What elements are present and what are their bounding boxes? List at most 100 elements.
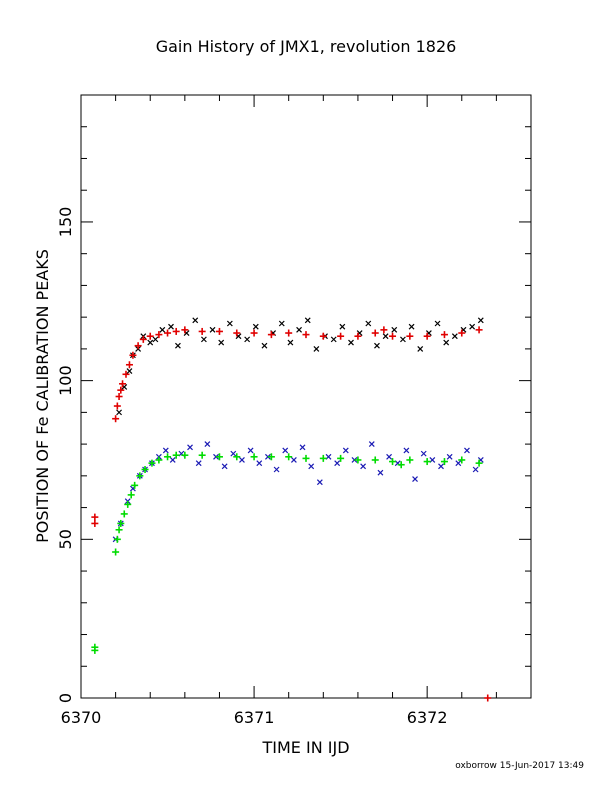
data-point [477,317,484,324]
axis-ticks [80,94,532,699]
marker-stroke [192,317,199,324]
marker-stroke [377,469,384,476]
marker-stroke [226,320,233,327]
data-point [304,317,311,324]
data-point [440,458,448,466]
marker-stroke [446,453,453,460]
data-point [267,453,275,461]
marker-stroke [174,342,181,349]
data-point [475,326,483,334]
data-point [458,456,466,464]
marker-stroke [121,384,128,390]
data-point [112,548,120,556]
marker-stroke [360,463,367,470]
data-point [136,472,144,480]
marker-stroke [183,330,190,336]
data-point [204,441,211,448]
data-point [423,458,431,466]
marker-stroke [252,323,259,330]
marker-stroke [316,479,323,486]
chart-title: Gain History of JMX1, revolution 1826 [156,37,457,56]
marker-stroke [374,342,380,349]
footer-credit: oxborrow 15-Jun-2017 13:49 [455,761,584,771]
marker-stroke [368,441,375,448]
marker-stroke [282,447,289,454]
data-point [339,323,346,330]
data-point [129,351,137,359]
data-point [247,447,254,454]
data-point [371,456,379,464]
data-point [302,454,310,462]
marker-stroke [313,345,320,352]
data-point [218,339,225,346]
marker-stroke [147,339,154,346]
data-point [377,469,384,476]
marker-stroke [244,336,251,343]
marker-stroke [304,317,311,324]
marker-stroke [469,323,476,330]
marker-stroke [382,333,389,340]
marker-stroke [365,320,372,327]
data-point [290,457,297,463]
data-point [116,409,123,416]
data-point [261,342,268,349]
data-point [417,345,424,352]
marker-stroke [417,345,424,352]
data-point [226,320,233,327]
data-point [215,453,223,461]
data-point [451,333,458,340]
data-point [423,332,431,340]
marker-stroke [420,450,427,457]
data-point [141,465,149,473]
marker-stroke [126,368,133,375]
data-point [313,345,320,352]
data-point [91,519,99,527]
marker-stroke [278,320,285,327]
data-point [273,466,280,473]
x-axis-label: TIME IN IJD [261,738,349,757]
data-point [221,463,228,470]
plot-frame [80,94,532,699]
data-point [308,463,315,470]
marker-stroke [256,460,263,467]
data-point [200,336,207,343]
data-point [365,320,372,327]
data-point [455,460,462,467]
data-point [131,481,139,489]
data-point [285,329,293,337]
data-point [406,332,414,340]
y-tick-label: 50 [56,529,75,549]
marker-stroke [394,460,401,467]
data-point [342,447,349,454]
data-point [126,368,133,375]
data-point [319,332,327,340]
data-point [475,459,483,467]
data-point [267,331,275,339]
marker-stroke [412,476,418,482]
marker-stroke [261,342,268,349]
data-point [169,457,176,463]
axis-tick-labels: 6370 6371 6372 0 50 100 150 [56,207,448,727]
data-point [181,451,189,459]
marker-stroke [386,453,393,460]
data-point [250,453,258,461]
marker-stroke [348,339,354,346]
data-point [233,329,241,337]
data-point [112,415,120,423]
data-point [374,342,380,349]
data-point [469,323,476,330]
y-axis-label: POSITION OF Fe CALIBRATION PEAKS [33,249,52,543]
data-point [115,393,123,400]
data-point [406,456,414,464]
data-point [195,460,202,467]
data-point [117,519,125,527]
marker-stroke [273,466,280,473]
data-point [412,476,418,482]
marker-stroke [204,441,211,448]
marker-stroke [162,447,169,454]
data-point [172,451,180,459]
data-point [391,326,398,333]
data-point [139,335,147,343]
data-point [209,326,216,333]
